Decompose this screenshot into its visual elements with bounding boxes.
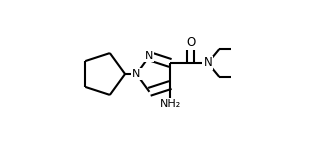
Text: N: N [132,69,141,79]
Text: NH₂: NH₂ [160,99,181,109]
Text: N: N [145,51,154,61]
Text: N: N [203,57,212,70]
Text: O: O [186,36,195,49]
